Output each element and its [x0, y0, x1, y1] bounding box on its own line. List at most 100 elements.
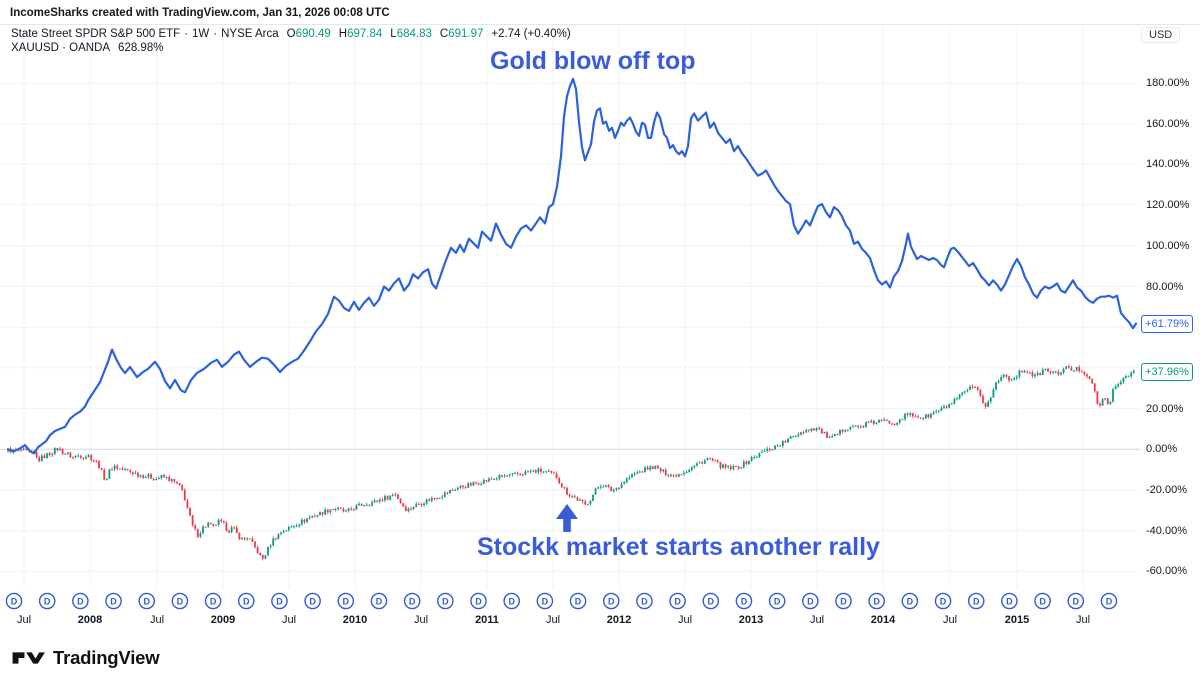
dividend-marker[interactable]: D [370, 592, 388, 610]
time-axis-label: Jul [149, 614, 165, 626]
dividend-marker[interactable]: D [702, 592, 720, 610]
svg-text:D: D [110, 597, 117, 607]
time-axis-label: Jul [1075, 614, 1091, 626]
dividend-marker[interactable]: D [5, 592, 23, 610]
svg-text:D: D [143, 597, 150, 607]
svg-text:D: D [708, 597, 715, 607]
symbol-title[interactable]: State Street SPDR S&P 500 ETF [11, 28, 181, 40]
time-axis-label: 2009 [210, 614, 236, 626]
up-arrow-icon[interactable] [556, 504, 578, 532]
dividend-marker[interactable]: D [802, 592, 819, 610]
close-value: 691.97 [448, 28, 484, 40]
time-axis-label: Jul [16, 614, 32, 626]
dividend-marker[interactable]: D [171, 592, 189, 610]
dividend-marker[interactable]: D [1001, 592, 1018, 610]
dividend-marker[interactable]: D [503, 592, 521, 610]
time-axis-label: 2012 [606, 614, 632, 626]
low-label: L [390, 28, 397, 40]
dividend-marker[interactable]: D [735, 592, 753, 610]
dividend-marker[interactable]: D [768, 592, 786, 610]
time-axis-label: 2015 [1004, 614, 1030, 626]
dividend-marker[interactable]: D [868, 592, 885, 610]
dividend-marker[interactable]: D [470, 592, 487, 610]
price-axis-label: 160.00% [1146, 117, 1190, 130]
dividend-marker[interactable]: D [38, 592, 56, 610]
dividend-marker[interactable]: D [934, 592, 952, 610]
dividend-marker[interactable]: D [901, 592, 919, 610]
svg-text:D: D [1039, 597, 1046, 607]
svg-text:D: D [542, 597, 549, 607]
annotation-gold-top[interactable]: Gold blow off top [490, 47, 696, 75]
svg-text:D: D [376, 597, 383, 607]
dividend-marker[interactable]: D [403, 592, 421, 610]
time-axis-label: Jul [545, 614, 561, 626]
dividend-marker[interactable]: D [304, 592, 321, 610]
low-value: 684.83 [396, 28, 432, 40]
price-axis-label: -20.00% [1146, 484, 1187, 496]
svg-text:D: D [409, 597, 416, 607]
dividend-marker[interactable]: D [237, 592, 255, 610]
dividend-marker[interactable]: D [602, 592, 620, 610]
compare-value: 628.98% [118, 42, 164, 54]
tradingview-logo[interactable]: TradingView [12, 646, 160, 670]
high-label: H [338, 28, 348, 40]
dividend-marker[interactable]: D [271, 592, 288, 610]
price-axis-label: 20.00% [1146, 402, 1184, 415]
svg-text:D: D [475, 597, 482, 607]
annotation-stock-rally[interactable]: Stockk market starts another rally [477, 533, 880, 561]
dividend-marker[interactable]: D [105, 592, 122, 610]
svg-text:D: D [1006, 597, 1013, 607]
dividend-marker[interactable]: D [669, 592, 686, 610]
price-axis-label: -60.00% [1146, 565, 1187, 578]
legend-compare-series: XAUUSD · OANDA 628.98% [11, 42, 571, 55]
time-axis-label: 2008 [77, 614, 103, 626]
svg-text:D: D [44, 597, 51, 607]
close-label: C [439, 28, 449, 40]
svg-text:D: D [873, 597, 880, 607]
svg-text:D: D [608, 597, 615, 607]
dividend-marker[interactable]: D [835, 592, 852, 610]
dividend-marker[interactable]: D [1067, 592, 1085, 610]
dividend-marker[interactable]: D [72, 592, 89, 610]
dividend-marker[interactable]: D [636, 592, 653, 610]
dividend-marker[interactable]: D [1100, 592, 1118, 610]
svg-text:D: D [442, 597, 449, 607]
open-value: 690.49 [295, 28, 331, 40]
svg-text:D: D [1106, 597, 1113, 607]
dividend-marker[interactable]: D [204, 592, 222, 610]
dividend-marker[interactable]: D [967, 592, 985, 610]
time-axis-label: Jul [942, 614, 958, 626]
gold-last-price-badge: +61.79% [1141, 314, 1193, 333]
svg-text:D: D [343, 597, 350, 607]
dividend-marker[interactable]: D [337, 592, 355, 610]
price-axis-label: 180.00% [1146, 77, 1190, 89]
svg-text:D: D [774, 597, 781, 607]
dividend-marker[interactable]: D [138, 592, 156, 610]
price-axis-label: 0.00% [1146, 443, 1178, 456]
svg-text:D: D [641, 597, 648, 607]
time-axis-label: Jul [281, 614, 297, 626]
open-label: O [286, 28, 296, 40]
attribution-bar: IncomeSharks created with TradingView.co… [0, 0, 1200, 25]
interval-label[interactable]: 1W [192, 28, 210, 40]
chart-legend[interactable]: State Street SPDR S&P 500 ETF · 1W · NYSE Ar… [11, 28, 571, 56]
time-axis-label: 2014 [870, 614, 896, 626]
svg-text:D: D [575, 597, 582, 607]
dividend-marker[interactable]: D [536, 592, 554, 610]
currency-unit-button[interactable]: USD [1141, 27, 1181, 43]
dividend-marker[interactable]: D [1034, 592, 1051, 610]
price-axis-label: 120.00% [1146, 199, 1190, 212]
time-axis-label: 2013 [738, 614, 764, 626]
time-axis-label: Jul [809, 614, 825, 626]
time-axis-label: Jul [413, 614, 429, 626]
dividend-marker[interactable]: D [437, 592, 454, 610]
price-axis-label: 100.00% [1146, 239, 1190, 252]
compare-symbol[interactable]: XAUUSD · OANDA [11, 42, 111, 54]
exchange-label: NYSE Arca [221, 28, 279, 40]
svg-text:D: D [940, 597, 947, 607]
tradingview-logo-text: TradingView [53, 647, 160, 668]
dividend-marker[interactable]: D [569, 592, 587, 610]
change-value: +2.74 (+0.40%) [491, 28, 571, 40]
